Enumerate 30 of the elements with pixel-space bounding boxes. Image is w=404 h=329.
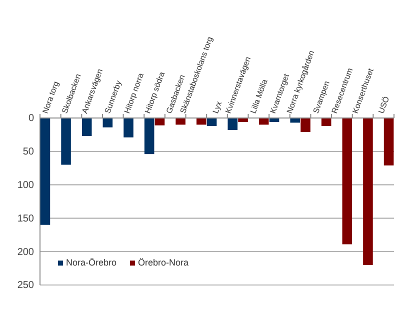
y-tick-label: 0 xyxy=(28,113,34,124)
x-tick-label: Lilla Mölla xyxy=(248,78,270,115)
bar xyxy=(342,118,352,244)
y-tick-label: 200 xyxy=(17,246,34,258)
y-tick-label: 100 xyxy=(17,180,34,191)
y-tick-label: 250 xyxy=(17,280,34,292)
bar xyxy=(124,118,134,138)
bar xyxy=(40,118,50,225)
x-tick-label: Nora torg xyxy=(40,80,61,115)
bar xyxy=(61,118,71,165)
bar xyxy=(102,118,113,128)
bar xyxy=(228,118,238,130)
legend-label: Örebro-Nora xyxy=(138,258,189,268)
bar xyxy=(321,118,332,126)
y-tick-label: 50 xyxy=(22,146,34,158)
x-tick-label: USÖ xyxy=(376,95,392,115)
bar xyxy=(300,118,310,132)
bar xyxy=(176,118,186,125)
y-tick-label: 150 xyxy=(17,213,34,224)
x-tick-label: Hitorp södra xyxy=(143,70,167,115)
bar xyxy=(363,118,373,265)
bar xyxy=(384,118,394,166)
bar xyxy=(144,118,154,154)
bar xyxy=(196,118,206,125)
x-tick-label: Lyx xyxy=(210,100,224,115)
x-tick-label: Hitorp norra xyxy=(122,71,146,115)
bar xyxy=(82,118,92,136)
legend-label: Nora-Örebro xyxy=(66,258,117,268)
bar xyxy=(154,118,165,126)
bar xyxy=(206,118,217,126)
